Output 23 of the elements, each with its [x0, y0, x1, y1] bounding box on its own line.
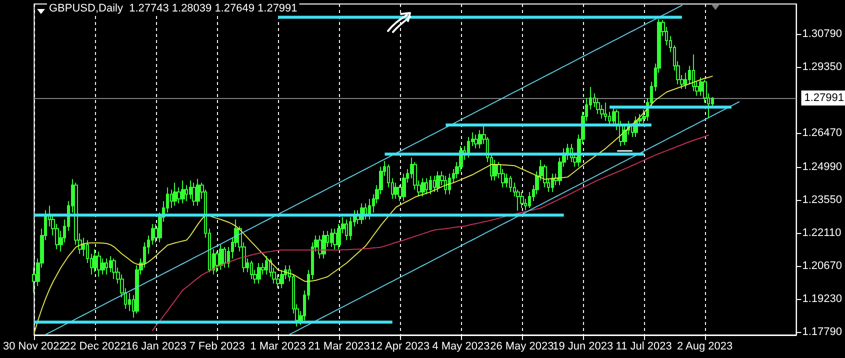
y-tick-label: 1.30790	[802, 28, 842, 40]
x-tick-label: 7 Feb 2023	[189, 340, 245, 352]
x-tick-label: 30 Nov 2022	[2, 340, 66, 352]
y-tick-label: 1.22110	[802, 226, 842, 239]
y-tick-label: 1.17790	[802, 326, 842, 338]
y-tick-label: 1.20670	[802, 260, 842, 272]
x-tick-label: 22 Dec 2022	[64, 340, 126, 352]
x-tick-label: 2 Aug 2023	[676, 340, 733, 352]
y-tick-label: 1.29350	[802, 61, 842, 74]
x-tick-label: 16 Jan 2023	[126, 340, 186, 352]
y-tick-label: 1.23550	[802, 194, 842, 206]
x-tick-label: 12 Apr 2023	[370, 340, 430, 352]
y-tick-label: 1.26470	[802, 127, 842, 140]
y-tick-label: 1.24990	[802, 160, 842, 173]
x-tick-label: 21 Mar 2023	[308, 340, 370, 352]
chart-title: GBPUSD,Daily 1.27743 1.28039 1.27649 1.27991	[49, 2, 298, 14]
x-tick-label: 1 Mar 2023	[250, 340, 306, 352]
x-tick-label: 19 Jun 2023	[552, 340, 614, 352]
ref-line-label: 1.27991	[804, 92, 844, 104]
x-tick-label: 11 Jul 2023	[616, 340, 672, 352]
x-tick-label: 4 May 2023	[432, 340, 490, 352]
y-tick-label: 1.19230	[802, 293, 842, 306]
x-tick-label: 26 May 2023	[490, 340, 554, 352]
